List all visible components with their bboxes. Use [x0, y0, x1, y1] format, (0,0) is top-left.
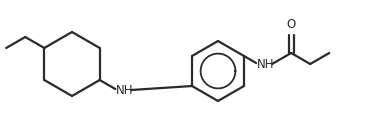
Text: NH: NH	[257, 57, 275, 71]
Text: O: O	[286, 18, 296, 31]
Text: NH: NH	[116, 84, 134, 97]
